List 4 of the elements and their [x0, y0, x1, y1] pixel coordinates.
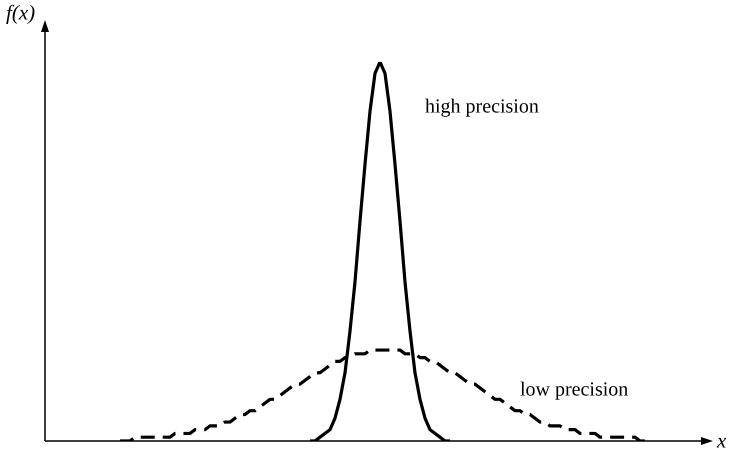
- series-label: high precision: [425, 95, 539, 118]
- y-axis-title: f(x): [6, 0, 36, 25]
- x-axis-title: x: [716, 428, 727, 453]
- series-label: low precision: [520, 378, 628, 400]
